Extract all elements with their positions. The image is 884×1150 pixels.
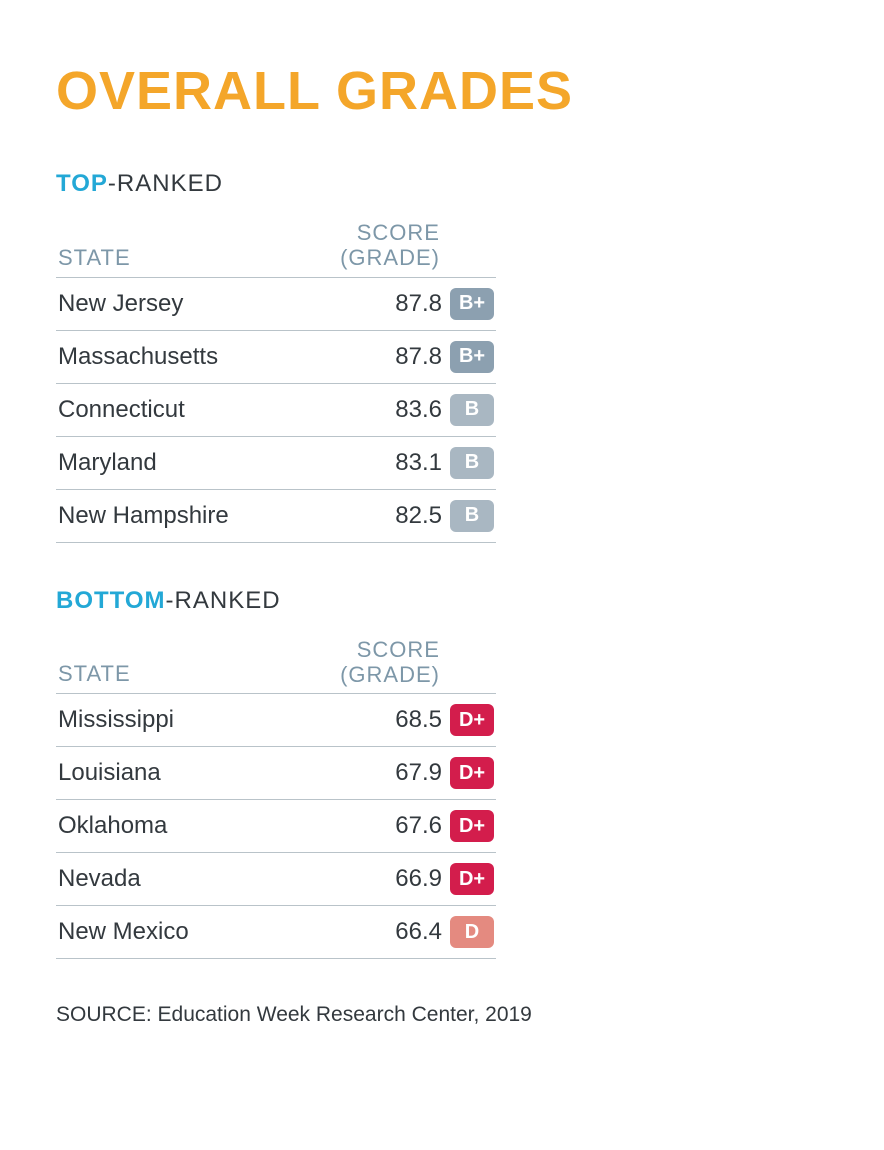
grade-badge: B+ [450,341,494,373]
score-value: 87.8 [390,343,450,371]
state-name: Maryland [58,449,390,477]
column-header-score: SCORE(GRADE) [340,637,494,688]
state-name: Oklahoma [58,812,390,840]
grade-badge: B+ [450,288,494,320]
section-heading-emphasis: BOTTOM [56,587,166,614]
grades-table: STATESCORE(GRADE)Mississippi68.5D+Louisi… [56,631,496,960]
score-value: 83.6 [390,396,450,424]
state-name: New Mexico [58,918,390,946]
column-header-score-line1: SCORE [340,637,440,662]
grade-badge: B [450,394,494,426]
score-value: 67.6 [390,812,450,840]
table-header-row: STATESCORE(GRADE) [56,631,496,695]
score-value: 68.5 [390,706,450,734]
score-value: 67.9 [390,759,450,787]
table-row: New Mexico66.4D [56,906,496,959]
grade-badge: D+ [450,704,494,736]
table-row: Oklahoma67.6D+ [56,800,496,853]
column-header-score: SCORE(GRADE) [340,220,494,271]
column-header-state: STATE [58,245,340,271]
table-row: New Hampshire82.5B [56,490,496,543]
section-heading: TOP-RANKED [56,170,496,198]
grades-table: STATESCORE(GRADE)New Jersey87.8B+Massach… [56,214,496,543]
score-value: 82.5 [390,502,450,530]
section-heading-rest: -RANKED [108,170,223,197]
grade-badge: B [450,447,494,479]
state-name: Connecticut [58,396,390,424]
state-name: New Jersey [58,290,390,318]
grade-badge: D [450,916,494,948]
grade-badge: D+ [450,863,494,895]
state-name: Nevada [58,865,390,893]
section-heading-rest: -RANKED [166,587,281,614]
table-row: Connecticut83.6B [56,384,496,437]
column-header-score-line2: (GRADE) [340,245,440,270]
bottom-ranked-section: BOTTOM-RANKEDSTATESCORE(GRADE)Mississipp… [56,587,496,960]
page-title: OVERALL GRADES [56,60,828,122]
table-row: Mississippi68.5D+ [56,694,496,747]
score-value: 66.9 [390,865,450,893]
grade-badge: D+ [450,810,494,842]
table-row: Maryland83.1B [56,437,496,490]
grade-badge: B [450,500,494,532]
column-header-score-line1: SCORE [340,220,440,245]
top-ranked-section: TOP-RANKEDSTATESCORE(GRADE)New Jersey87.… [56,170,496,543]
source-line: SOURCE: Education Week Research Center, … [56,1003,828,1027]
section-heading: BOTTOM-RANKED [56,587,496,615]
section-heading-emphasis: TOP [56,170,108,197]
state-name: New Hampshire [58,502,390,530]
table-row: Nevada66.9D+ [56,853,496,906]
table-row: Massachusetts87.8B+ [56,331,496,384]
table-header-row: STATESCORE(GRADE) [56,214,496,278]
column-header-score-line2: (GRADE) [340,662,440,687]
table-row: New Jersey87.8B+ [56,278,496,331]
state-name: Louisiana [58,759,390,787]
score-value: 87.8 [390,290,450,318]
table-row: Louisiana67.9D+ [56,747,496,800]
grade-badge: D+ [450,757,494,789]
score-value: 66.4 [390,918,450,946]
score-value: 83.1 [390,449,450,477]
column-header-state: STATE [58,661,340,687]
state-name: Mississippi [58,706,390,734]
state-name: Massachusetts [58,343,390,371]
